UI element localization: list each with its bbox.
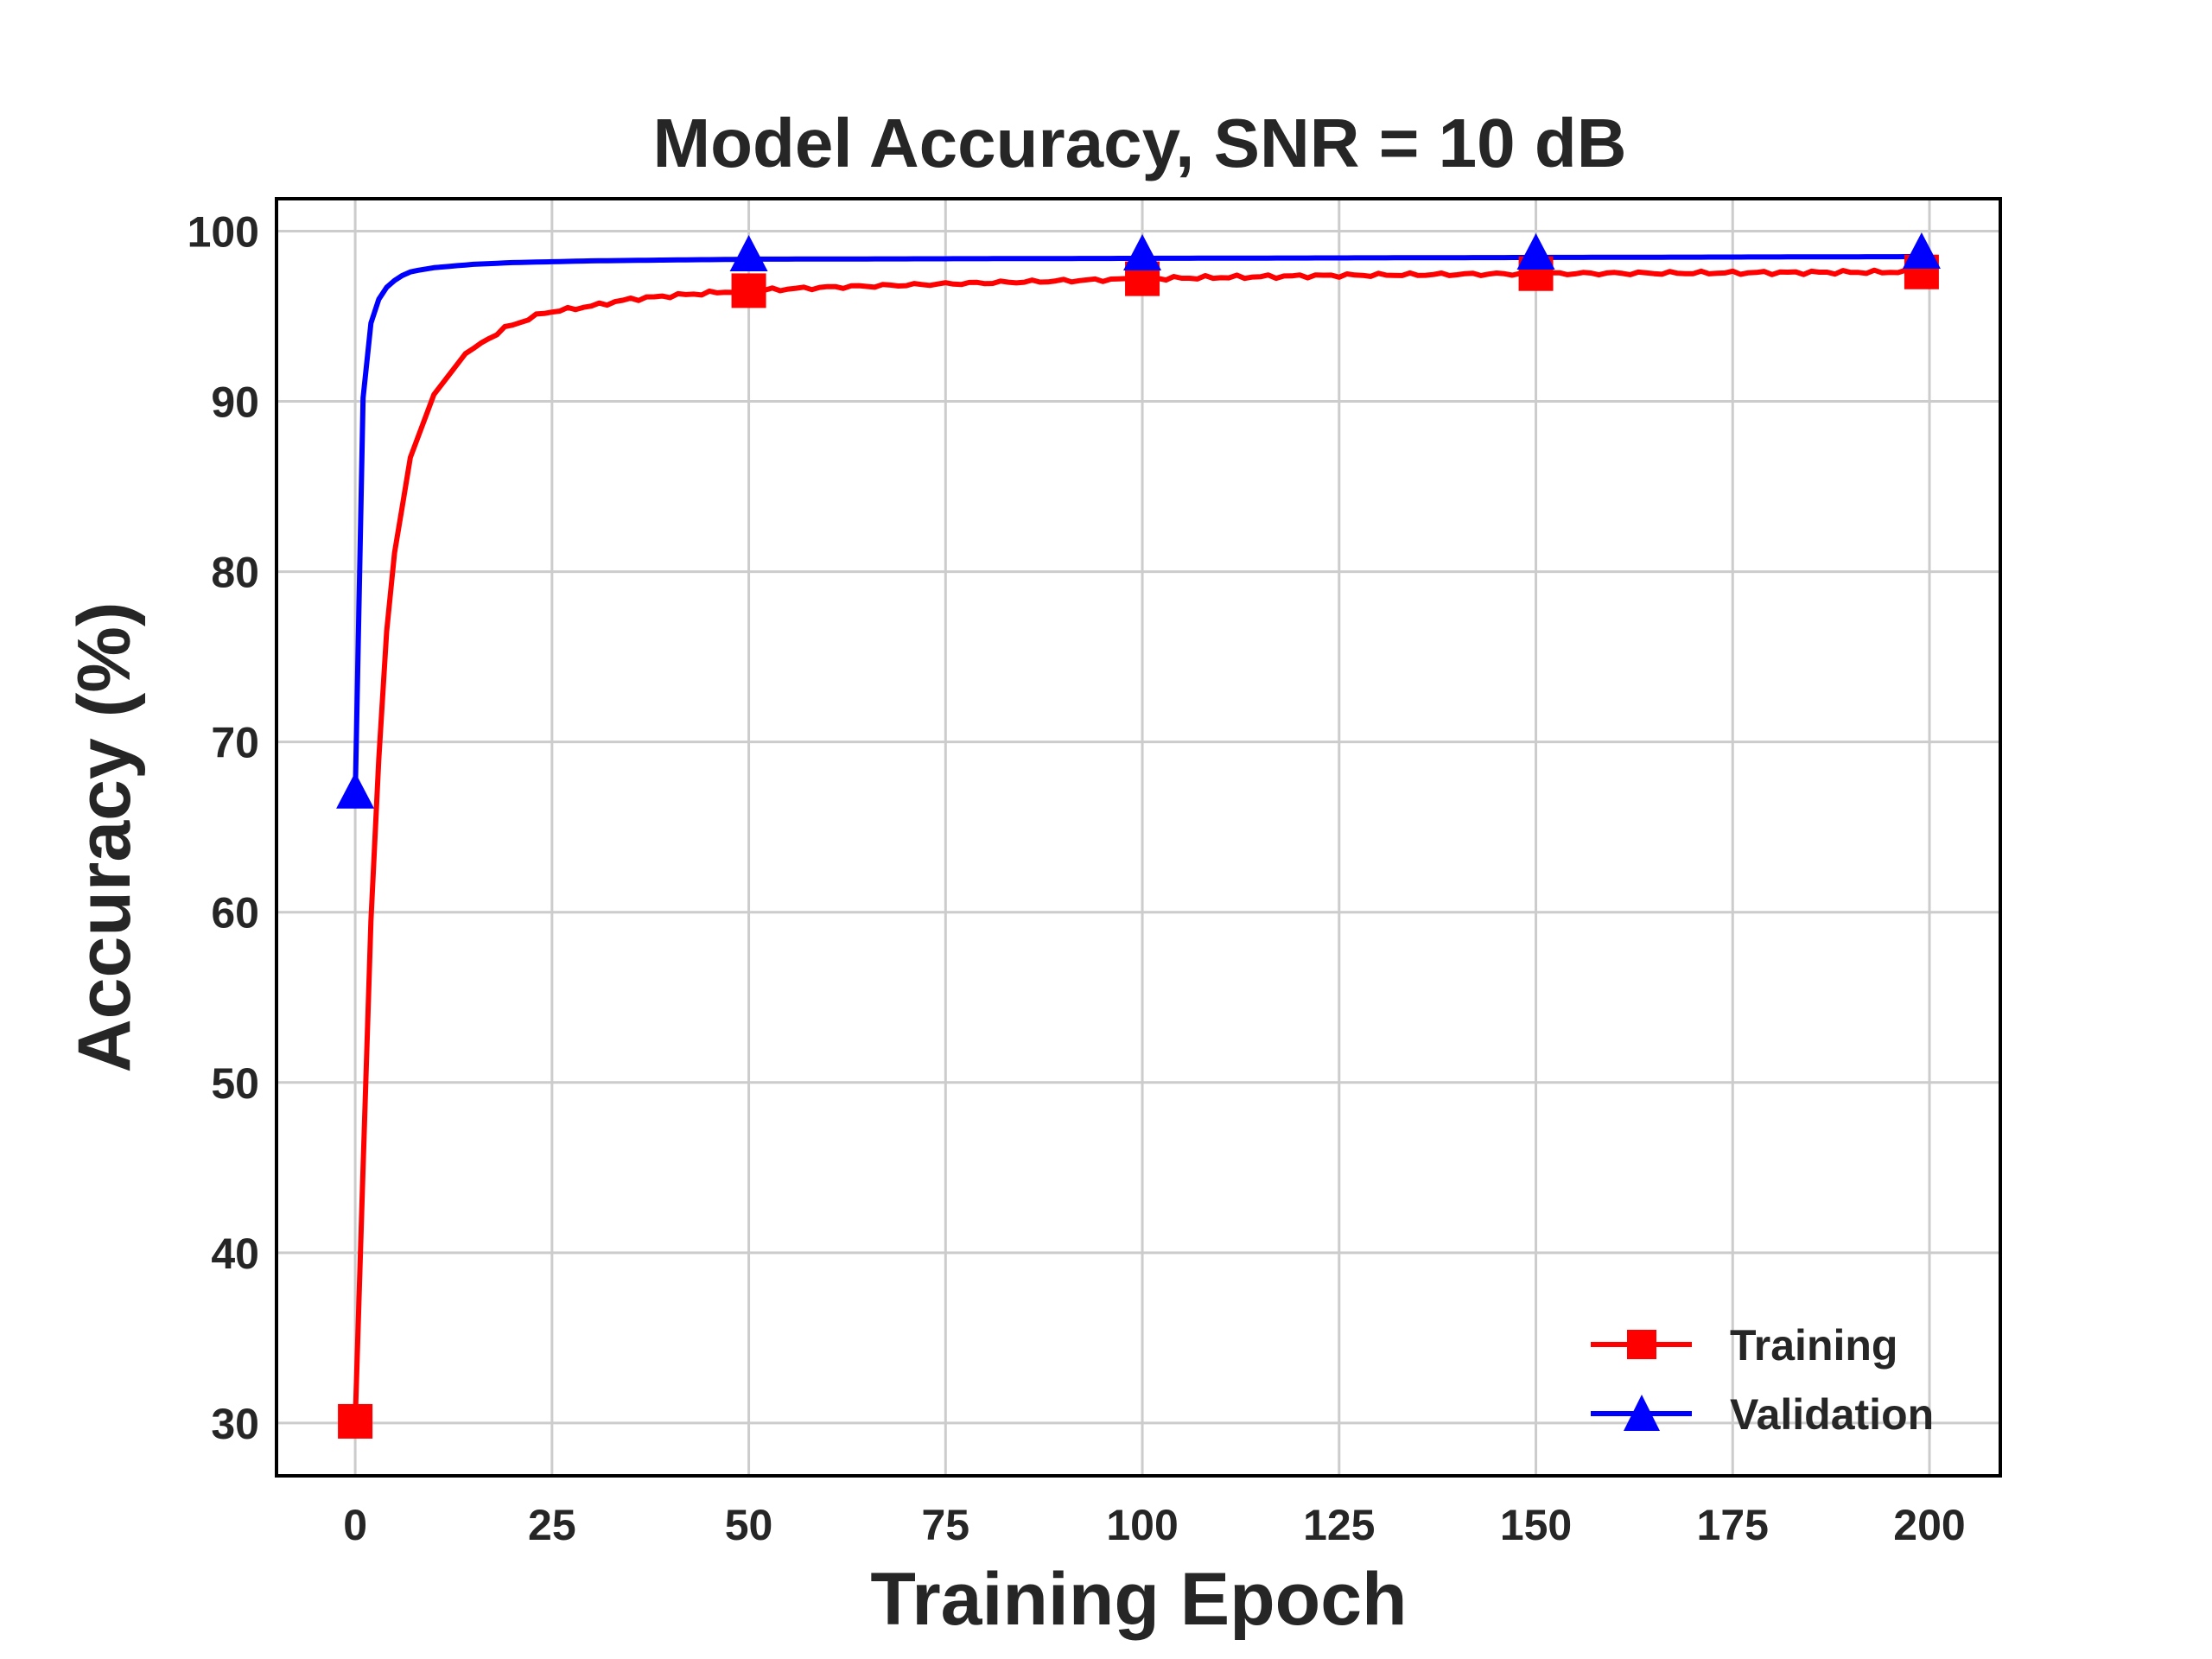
legend-validation-label: Validation: [1730, 1390, 1934, 1439]
axes-frame: [275, 197, 2002, 1478]
legend-training-label: Training: [1730, 1321, 1897, 1370]
x-tick-label: 50: [725, 1501, 773, 1549]
x-tick-label: 175: [1697, 1501, 1769, 1549]
y-tick-label: 100: [188, 207, 259, 256]
legend: Training Validation: [1591, 1321, 1934, 1439]
grid: [276, 199, 2000, 1476]
training-marker: [731, 273, 766, 308]
legend-training-marker: [1627, 1330, 1656, 1359]
validation-marker: [1123, 233, 1162, 270]
x-axis-label: Training Epoch: [870, 1558, 1407, 1641]
validation-marker: [336, 772, 375, 809]
y-tick-label: 60: [211, 889, 259, 938]
x-tick-label: 100: [1106, 1501, 1178, 1549]
x-tick-label: 150: [1500, 1501, 1572, 1549]
y-tick-label: 80: [211, 549, 259, 597]
y-axis-label: Accuracy (%): [63, 602, 146, 1073]
y-tick-label: 70: [211, 719, 259, 767]
validation-marker: [1902, 232, 1941, 270]
x-tick-label: 200: [1893, 1501, 1965, 1549]
y-tick-label: 90: [211, 378, 259, 427]
legend-validation-marker: [1624, 1395, 1660, 1431]
y-tick-label: 30: [211, 1400, 259, 1448]
chart-title: Model Accuracy, SNR = 10 dB: [652, 105, 1626, 181]
validation-marker: [1516, 232, 1555, 270]
x-tick-label: 0: [343, 1501, 367, 1549]
y-tick-label: 50: [211, 1059, 259, 1108]
training-marker: [338, 1403, 373, 1439]
x-tick-label: 75: [922, 1501, 970, 1549]
series-lines: [336, 232, 1941, 1439]
tick-labels: 0 25 50 75 100 125 150 175 200 30 40 50 60 70 80 90 100: [188, 207, 1966, 1549]
x-tick-label: 25: [528, 1501, 576, 1549]
x-tick-label: 125: [1303, 1501, 1375, 1549]
y-tick-label: 40: [211, 1230, 259, 1278]
validation-marker: [729, 234, 768, 271]
